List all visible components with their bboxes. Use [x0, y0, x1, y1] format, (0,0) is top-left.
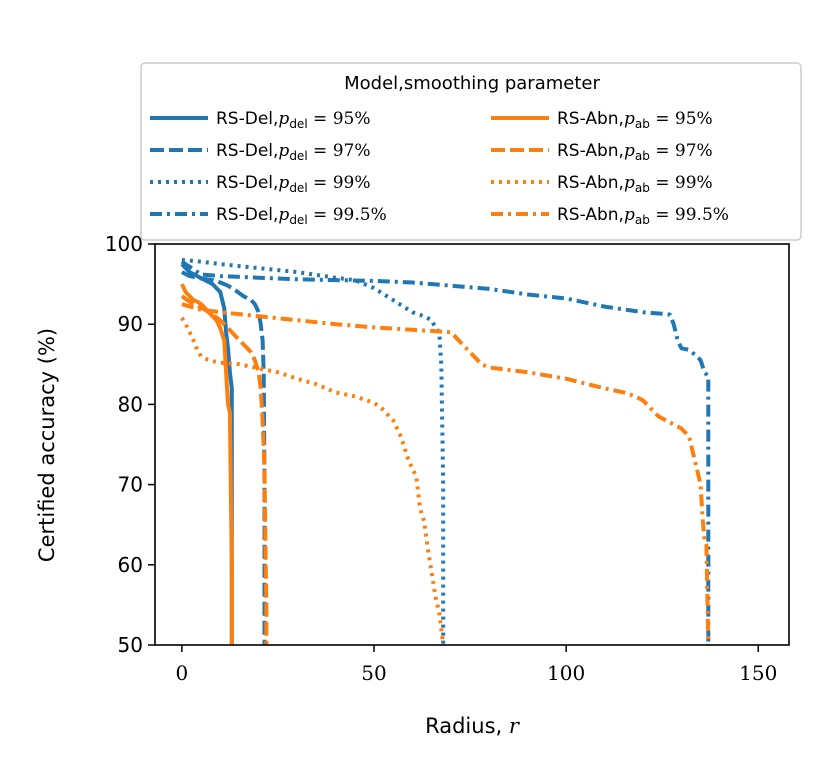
series-line-rs-del-97	[180, 270, 267, 645]
y-tick-label: 60	[118, 553, 143, 577]
legend-entry-label: RS-Abn,pab = 99.5%	[557, 205, 729, 227]
legend-box	[140, 62, 802, 241]
y-axis-label: Certified accuracy (%)	[35, 328, 59, 562]
series-layer	[180, 258, 711, 645]
series-line-rs-abn-99-5	[181, 302, 711, 645]
legend-entry-label: RS-Abn,pab = 97%	[557, 141, 713, 163]
y-tick-label: 80	[118, 392, 143, 416]
legend-title: Model,smoothing parameter	[344, 73, 600, 94]
legend: Model,smoothing parameter RS-Del,pdel = …	[140, 62, 802, 241]
x-tick-label: 150	[739, 661, 777, 685]
x-axis-label: Radius, r	[425, 714, 521, 738]
y-tick-label: 90	[118, 312, 143, 336]
legend-entry-label: RS-Abn,pab = 99%	[557, 173, 713, 195]
legend-entry-label: RS-Del,pdel = 99%	[216, 173, 371, 195]
plot-frame	[154, 243, 790, 646]
legend-entry-label: RS-Del,pdel = 95%	[216, 109, 371, 131]
ticks-layer: 0 50 100 150 50 60 70 80 90 100	[105, 232, 778, 685]
series-line-rs-abn-97	[180, 294, 269, 645]
series-line-rs-abn-99	[180, 316, 446, 645]
y-tick-label: 50	[118, 633, 143, 657]
series-line-rs-del-95	[180, 262, 234, 645]
series-line-rs-del-99-5	[180, 259, 711, 645]
x-tick-label: 0	[176, 661, 189, 685]
legend-entry-label: RS-Del,pdel = 99.5%	[216, 205, 387, 227]
legend-entry-label: RS-Del,pdel = 97%	[216, 141, 371, 163]
y-tick-label: 70	[118, 473, 143, 497]
series-line-rs-abn-95	[180, 283, 234, 645]
legend-entry-label: RS-Abn,pab = 95%	[557, 109, 713, 131]
y-tick-label: 100	[105, 232, 143, 256]
x-tick-label: 100	[547, 661, 585, 685]
x-tick-label: 50	[361, 661, 386, 685]
